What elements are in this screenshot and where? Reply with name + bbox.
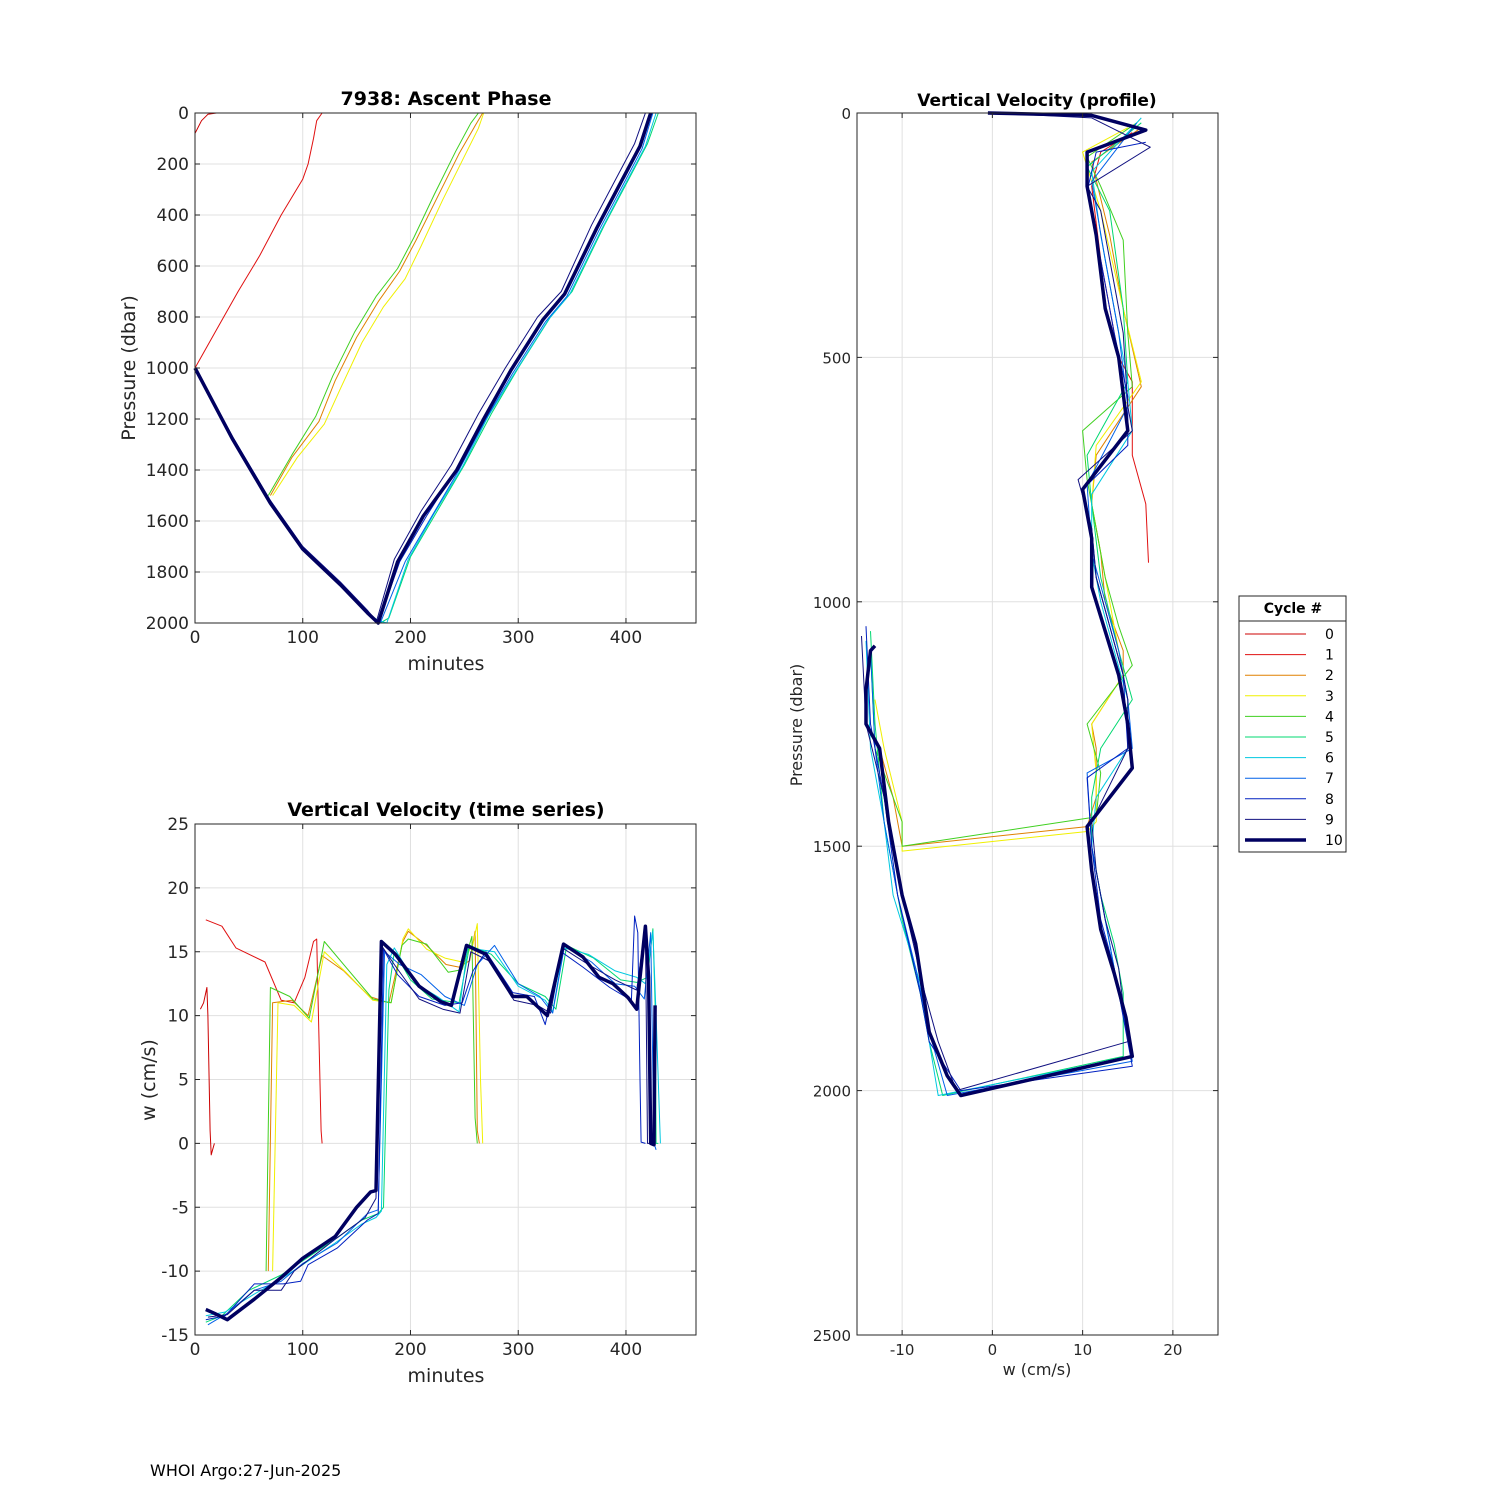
ascent-series-cycle-0 <box>194 112 217 134</box>
timeseries-ytick-label-1: -10 <box>161 1262 189 1282</box>
ascent-xlabel: minutes <box>408 653 485 675</box>
ascent-ytick-label-9: 1800 <box>146 563 189 583</box>
timeseries-ytick-label-0: -15 <box>161 1326 189 1346</box>
timeseries-title: Vertical Velocity (time series) <box>287 799 604 821</box>
ascent-title: 7938: Ascent Phase <box>341 88 552 110</box>
ascent-ytick-label-5: 1000 <box>146 359 189 379</box>
legend-label-cycle-8: 8 <box>1325 792 1334 808</box>
profile-xtick-label-1: 0 <box>988 1341 998 1359</box>
ascent-xtick-label-4: 400 <box>610 628 642 648</box>
profile-series-cycle-10 <box>864 111 1148 1098</box>
profile-xtick-label-3: 20 <box>1163 1341 1182 1359</box>
footer-text: WHOI Argo:27-Jun-2025 <box>150 1461 341 1480</box>
profile-ylabel: Pressure (dbar) <box>787 664 806 787</box>
profile-ytick-label-0: 0 <box>841 105 851 123</box>
profile-xtick-label-0: -10 <box>890 1341 915 1359</box>
ascent-ytick-label-3: 600 <box>157 257 189 277</box>
timeseries-series-cycle-8 <box>205 915 646 1321</box>
legend-label-cycle-0: 0 <box>1325 627 1334 643</box>
ascent-ylabel: Pressure (dbar) <box>118 295 140 441</box>
timeseries-ytick-label-5: 10 <box>167 1007 189 1027</box>
timeseries-ytick-label-2: -5 <box>172 1198 189 1218</box>
ascent-ytick-label-7: 1400 <box>146 461 189 481</box>
ascent-ytick-label-1: 200 <box>157 155 189 175</box>
ascent-series-cycle-10 <box>193 112 653 625</box>
ascent-xtick-label-0: 0 <box>190 628 201 648</box>
timeseries-series-cycle-9 <box>207 925 653 1318</box>
legend-title: Cycle # <box>1264 601 1323 617</box>
ascent-series-cycle-1 <box>194 112 323 369</box>
timeseries-xtick-label-1: 100 <box>287 1340 319 1360</box>
ascent-ytick-label-8: 1600 <box>146 512 189 532</box>
legend-label-cycle-3: 3 <box>1325 689 1334 705</box>
profile-ytick-label-3: 1500 <box>813 838 851 856</box>
profile-tick-labels: -10 0 10 20 0 500 1000 1500 2000 2500 <box>813 105 1218 1359</box>
timeseries-tick-labels: 0 100 200 300 400 -15 -10 -5 0 5 10 15 20 25 <box>161 815 696 1360</box>
legend-label-cycle-2: 2 <box>1325 668 1334 684</box>
profile-plot-area <box>857 113 1218 1335</box>
timeseries-xlabel: minutes <box>408 1365 485 1387</box>
timeseries-series-cycle-0 <box>199 987 215 1156</box>
ascent-series-cycle-4 <box>267 112 479 496</box>
ascent-xtick-label-3: 300 <box>502 628 534 648</box>
profile-ytick-label-4: 2000 <box>813 1083 851 1101</box>
timeseries-ytick-label-8: 25 <box>167 815 189 835</box>
ascent-ytick-label-6: 1200 <box>146 410 189 430</box>
profile-xlabel: w (cm/s) <box>1003 1360 1072 1379</box>
legend: Cycle # 0 1 2 3 4 5 6 7 8 9 10 <box>1238 595 1347 853</box>
ascent-series-cycle-2 <box>269 112 484 496</box>
legend-label-cycle-4: 4 <box>1325 709 1334 725</box>
legend-box <box>1238 595 1347 853</box>
legend-label-cycle-9: 9 <box>1325 812 1334 828</box>
timeseries-ytick-label-3: 0 <box>178 1134 189 1154</box>
timeseries-xtick-label-0: 0 <box>190 1340 201 1360</box>
profile-ytick-label-1: 500 <box>822 349 851 367</box>
ascent-series-cycle-3 <box>272 112 485 496</box>
profile-series-cycle-9 <box>861 112 1151 1092</box>
legend-label-cycle-1: 1 <box>1325 648 1334 664</box>
profile-ytick-label-2: 1000 <box>813 594 851 612</box>
legend-label-cycle-6: 6 <box>1325 751 1334 767</box>
timeseries-ytick-label-6: 15 <box>167 943 189 963</box>
profile-xtick-label-2: 10 <box>1073 1341 1092 1359</box>
timeseries-series-cycle-10 <box>205 924 657 1322</box>
legend-label-cycle-5: 5 <box>1325 730 1334 746</box>
legend-label-cycle-7: 7 <box>1325 771 1334 787</box>
ascent-xtick-label-2: 200 <box>394 628 426 648</box>
profile-title: Vertical Velocity (profile) <box>917 91 1156 111</box>
timeseries-panel: 0 100 200 300 400 -15 -10 -5 0 5 10 15 20 25 Vertical… <box>138 799 697 1387</box>
ascent-ytick-label-4: 800 <box>157 308 189 328</box>
ascent-ytick-label-10: 2000 <box>146 614 189 634</box>
profile-ytick-label-5: 2500 <box>813 1327 851 1345</box>
timeseries-series-cycle-3 <box>272 923 484 1272</box>
ascent-series <box>193 112 659 625</box>
legend-entries: 0 1 2 3 4 5 6 7 8 9 10 <box>1245 627 1343 849</box>
timeseries-xtick-label-4: 400 <box>610 1340 642 1360</box>
timeseries-ylabel: w (cm/s) <box>138 1039 160 1121</box>
profile-axes-box <box>856 112 1219 1336</box>
ascent-xtick-label-1: 100 <box>287 628 319 648</box>
timeseries-ytick-label-7: 20 <box>167 879 189 899</box>
profile-series-cycle-4 <box>870 122 1138 847</box>
timeseries-series <box>199 915 661 1326</box>
ascent-tick-labels: 0 100 200 300 400 0 200 400 600 800 1000 1200 1400 16… <box>146 104 696 648</box>
legend-label-cycle-10: 10 <box>1325 833 1343 849</box>
timeseries-ytick-label-4: 5 <box>178 1071 189 1091</box>
profile-series <box>861 111 1151 1098</box>
timeseries-xtick-label-3: 300 <box>502 1340 534 1360</box>
ascent-ytick-label-2: 400 <box>157 206 189 226</box>
ascent-ytick-label-0: 0 <box>178 104 189 124</box>
timeseries-xtick-label-2: 200 <box>394 1340 426 1360</box>
ascent-grid <box>194 112 696 624</box>
profile-panel: -10 0 10 20 0 500 1000 1500 2000 2500 Vertical Ve… <box>787 91 1219 1379</box>
ascent-panel: 0 100 200 300 400 0 200 400 600 800 1000 1200 1400 16… <box>118 88 697 675</box>
